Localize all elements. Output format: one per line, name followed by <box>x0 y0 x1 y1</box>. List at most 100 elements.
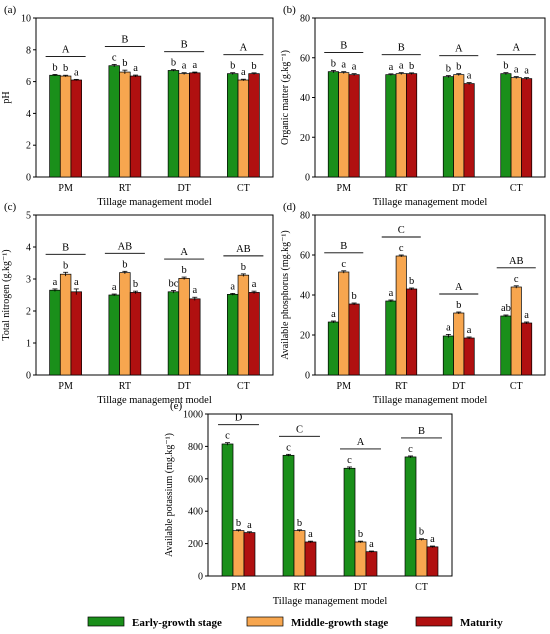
bar-early-ct <box>227 294 239 376</box>
bar-early-ct <box>404 456 417 577</box>
group-letter: A <box>455 282 463 293</box>
bar-early-pm <box>327 71 339 178</box>
significance-letter: a <box>308 529 313 540</box>
significance-letter: a <box>341 60 346 71</box>
bar-early-pm <box>221 443 234 577</box>
group-letter: B <box>340 241 347 252</box>
y-tick-label: 3 <box>26 275 31 286</box>
significance-letter: b <box>182 265 187 276</box>
y-tick-label: 0 <box>26 173 31 184</box>
group-letter: A <box>180 247 188 258</box>
x-tick-label: PM <box>337 183 352 194</box>
significance-letter: b <box>241 262 246 273</box>
x-tick-label: RT <box>395 183 407 194</box>
significance-letter: b <box>351 291 356 302</box>
bar-early-dt <box>442 76 454 178</box>
significance-letter: b <box>133 279 138 290</box>
bar-middle-ct <box>510 286 522 376</box>
group-letter: A <box>62 44 70 55</box>
significance-letter: b <box>409 276 414 287</box>
legend-label-early: Early-growth stage <box>132 617 222 629</box>
significance-letter: a <box>241 67 246 78</box>
bar-maturity-ct <box>248 292 260 376</box>
bar-middle-rt <box>119 71 131 178</box>
group-letter: B <box>340 40 347 51</box>
significance-letter: a <box>252 279 257 290</box>
y-tick-label: 40 <box>300 93 310 104</box>
y-tick-label: 6 <box>26 77 31 88</box>
y-tick-label: 0 <box>305 173 310 184</box>
bar-maturity-pm <box>348 303 360 376</box>
bar-middle-dt <box>453 312 465 376</box>
chart-panel-c: (c) 0 1 2 3 4 5 Total nitrogen (g.kg⁻¹) Tillage … <box>1 201 274 406</box>
significance-letter: a <box>399 61 404 72</box>
legend-label-middle: Middle-growth stage <box>291 617 388 629</box>
x-axis-label: Tillage management model <box>273 596 388 607</box>
bar-early-ct <box>500 315 512 376</box>
legend: Early-growth stage Middle-growth stage Mat… <box>87 616 503 629</box>
y-axis-label: Organic matter (g.kg⁻¹) <box>280 50 291 145</box>
y-tick-label: 80 <box>300 14 310 25</box>
significance-letter: b <box>122 259 127 270</box>
bar-maturity-ct <box>521 322 533 376</box>
bar-maturity-dt <box>189 72 201 178</box>
bar-maturity-dt <box>365 551 378 577</box>
chart-panel-e: (e) 0 200 400 600 800 1000 Available potassium … <box>164 400 453 607</box>
panel-label: (e) <box>170 400 183 412</box>
y-tick-label: 0 <box>305 371 310 382</box>
bar-maturity-dt <box>463 337 475 376</box>
significance-letter: a <box>247 520 252 531</box>
group-letter: B <box>398 43 405 54</box>
y-tick-label: 4 <box>26 243 31 254</box>
x-axis-label: Tillage management model <box>373 197 488 208</box>
y-tick-label: 0 <box>26 371 31 382</box>
x-tick-label: CT <box>510 381 523 392</box>
bar-early-pm <box>49 289 61 376</box>
significance-letter: a <box>112 282 117 293</box>
significance-letter: b <box>251 61 256 72</box>
significance-letter: a <box>331 309 336 320</box>
significance-letter: a <box>389 288 394 299</box>
y-tick-label: 800 <box>188 442 203 453</box>
significance-letter: b <box>230 61 235 72</box>
panel-label: (c) <box>4 201 17 213</box>
significance-letter: b <box>297 518 302 529</box>
group-letter: A <box>357 437 365 448</box>
x-tick-label: CT <box>237 381 250 392</box>
significance-letter: a <box>467 71 472 82</box>
y-tick-label: 20 <box>300 331 310 342</box>
y-tick-label: 1000 <box>183 410 203 421</box>
significance-letter: a <box>524 66 529 77</box>
x-axis-label: Tillage management model <box>373 395 488 406</box>
group-letter: B <box>62 242 69 253</box>
x-axis-label: Tillage management model <box>97 395 212 406</box>
y-axis-label: Available potassium (mg.kg⁻¹) <box>164 433 175 557</box>
y-axis-label: Total nitrogen (g.kg⁻¹) <box>1 249 12 340</box>
significance-letter: c <box>347 455 352 466</box>
significance-letter: a <box>389 62 394 73</box>
bar-early-ct <box>500 73 512 178</box>
significance-letter: a <box>446 322 451 333</box>
significance-letter: a <box>524 310 529 321</box>
y-tick-label: 20 <box>300 133 310 144</box>
significance-letter: a <box>192 285 197 296</box>
significance-letter: b <box>63 63 68 74</box>
bar-maturity-pm <box>348 74 360 178</box>
significance-letter: b <box>122 58 127 69</box>
y-tick-label: 1 <box>26 339 31 350</box>
legend-label-maturity: Maturity <box>460 617 503 629</box>
bar-middle-ct <box>510 77 522 178</box>
significance-letter: b <box>63 260 68 271</box>
bar-early-dt <box>167 291 180 376</box>
significance-letter: c <box>514 274 519 285</box>
legend-swatch-middle <box>246 616 284 627</box>
x-tick-label: DT <box>177 381 190 392</box>
significance-letter: a <box>514 65 519 76</box>
significance-letter: b <box>419 527 424 538</box>
bar-early-pm <box>327 321 339 376</box>
x-tick-label: CT <box>237 183 250 194</box>
bar-middle-rt <box>395 73 407 178</box>
bar-early-rt <box>108 294 120 376</box>
plot-frame <box>207 413 453 577</box>
y-tick-label: 60 <box>300 53 310 64</box>
